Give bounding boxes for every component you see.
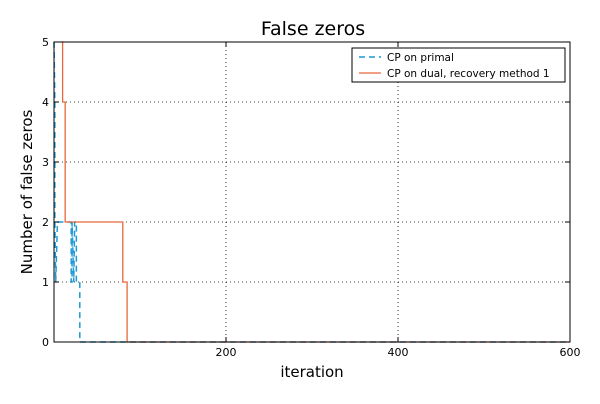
y-tick-label: 1: [42, 276, 49, 289]
x-tick-label: 600: [560, 346, 581, 359]
axis-ticks: 0 1 2 3 4 5 200 400 600: [42, 36, 581, 359]
y-tick-label: 5: [42, 36, 49, 49]
y-axis-label: Number of false zeros: [18, 110, 36, 275]
series-layer: [53, 41, 570, 343]
y-tick-label: 2: [42, 216, 49, 229]
series-line-cp-dual: [60, 41, 570, 343]
plot-frame: [53, 41, 571, 343]
legend-label-cp-dual: CP on dual, recovery method 1: [387, 68, 550, 80]
y-tick-label: 4: [42, 96, 49, 109]
legend-box: [351, 47, 566, 83]
legend-label-cp-primal: CP on primal: [387, 52, 454, 64]
series-line-cp-primal: [53, 41, 570, 343]
y-tick-label: 3: [42, 156, 49, 169]
chart-legend: CP on primal CP on dual, recovery method…: [351, 47, 566, 83]
y-tick-label: 0: [42, 336, 49, 349]
x-tick-label: 200: [216, 346, 237, 359]
x-tick-label: 400: [388, 346, 409, 359]
x-axis-label: iteration: [280, 363, 343, 381]
chart-title: False zeros: [261, 18, 365, 40]
grid-lines: [54, 41, 571, 343]
